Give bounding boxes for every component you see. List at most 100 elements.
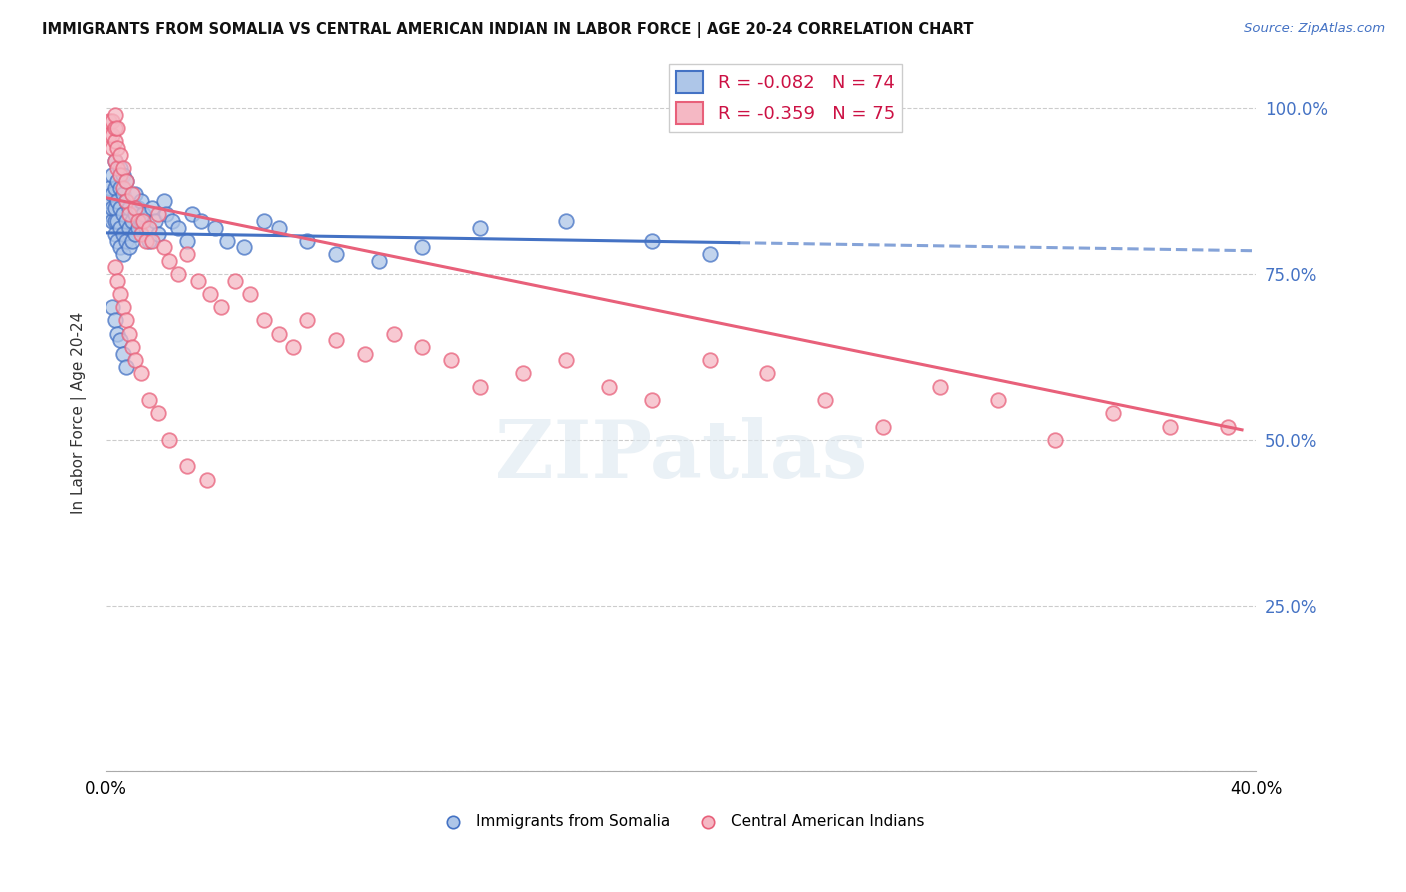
Point [124,227,146,242]
Point [112,181,135,195]
Point [121,214,143,228]
Point [152,194,174,208]
Point [104,201,127,215]
Point [215,234,238,248]
Point [253,313,276,327]
Point [104,154,127,169]
Point [224,274,246,288]
Point [112,227,135,242]
Point [124,201,146,215]
Point [104,214,127,228]
Point [382,326,405,341]
Point [233,240,256,254]
Point [195,473,218,487]
Point [1043,433,1066,447]
Point [97,181,120,195]
Point [167,267,190,281]
Point [107,274,129,288]
Point [110,220,132,235]
Point [104,108,127,122]
Point [118,240,141,254]
Point [181,207,204,221]
Point [267,326,290,341]
Point [132,207,155,221]
Y-axis label: In Labor Force | Age 20-24: In Labor Force | Age 20-24 [72,312,87,515]
Point [124,187,146,202]
Point [253,214,276,228]
Point [297,234,319,248]
Point [297,313,319,327]
Point [129,367,152,381]
Point [368,253,391,268]
Point [112,300,135,314]
Point [132,214,155,228]
Point [104,154,127,169]
Point [100,187,122,202]
Text: Source: ZipAtlas.com: Source: ZipAtlas.com [1244,22,1385,36]
Point [100,214,122,228]
Point [97,194,120,208]
Point [100,114,122,128]
Point [97,114,120,128]
Point [699,353,721,368]
Point [325,334,347,348]
Text: ZIPatlas: ZIPatlas [495,417,868,495]
Point [157,253,180,268]
Point [239,286,262,301]
Point [209,300,232,314]
Point [124,353,146,368]
Point [1101,406,1123,420]
Point [107,141,129,155]
Point [100,300,122,314]
Point [411,240,433,254]
Point [141,201,163,215]
Point [1159,419,1181,434]
Point [814,392,837,407]
Point [115,359,138,374]
Point [325,247,347,261]
Point [986,392,1008,407]
Point [138,220,160,235]
Point [104,260,127,275]
Point [641,234,664,248]
Point [115,214,138,228]
Point [121,187,143,202]
Point [118,207,141,221]
Point [115,234,138,248]
Point [104,121,127,136]
Point [468,380,491,394]
Point [872,419,894,434]
Point [110,286,132,301]
Point [127,220,149,235]
Point [118,220,141,235]
Point [104,227,127,242]
Point [107,214,129,228]
Point [190,214,212,228]
Point [176,459,198,474]
Point [512,367,534,381]
Point [187,274,209,288]
Point [115,313,138,327]
Point [97,128,120,142]
Point [146,227,169,242]
Point [555,214,578,228]
Point [135,234,157,248]
Point [104,134,127,148]
Point [138,392,160,407]
Point [118,326,141,341]
Point [1216,419,1239,434]
Point [112,346,135,360]
Point [107,121,129,136]
Point [112,247,135,261]
Point [115,174,138,188]
Point [112,168,135,182]
Point [440,353,463,368]
Point [110,147,132,161]
Point [118,201,141,215]
Point [176,247,198,261]
Point [167,220,190,235]
Point [141,234,163,248]
Point [204,220,226,235]
Point [115,174,138,188]
Point [756,367,779,381]
